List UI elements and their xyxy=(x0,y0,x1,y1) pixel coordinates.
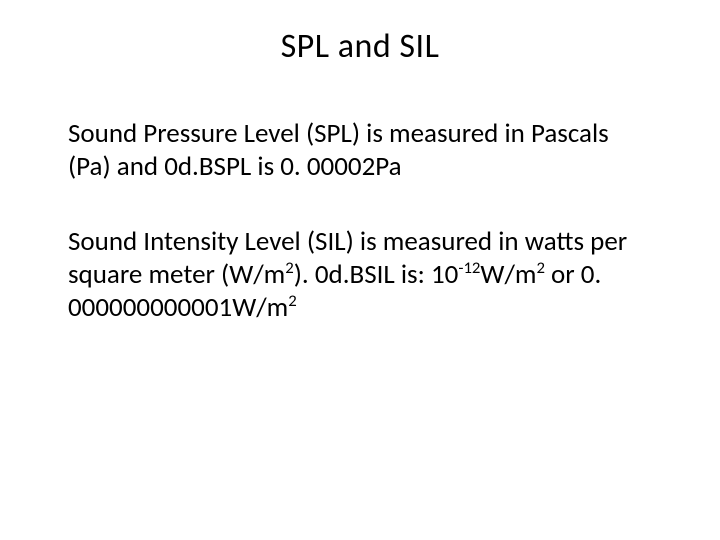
paragraph-spl: Sound Pressure Level (SPL) is measured i… xyxy=(68,118,652,184)
slide-title: SPL and SIL xyxy=(0,26,720,67)
slide-body: Sound Pressure Level (SPL) is measured i… xyxy=(68,118,652,367)
superscript-2a: 2 xyxy=(285,258,293,278)
paragraph-sil: Sound Intensity Level (SIL) is measured … xyxy=(68,226,652,325)
text-sil-b: ). 0d.BSIL is: 10 xyxy=(294,258,459,291)
superscript-2c: 2 xyxy=(288,291,296,311)
superscript-2b: 2 xyxy=(536,258,544,278)
superscript-neg12: -12 xyxy=(458,258,480,278)
text-sil-c: W/m xyxy=(480,258,536,291)
text-spl: Sound Pressure Level (SPL) is measured i… xyxy=(68,117,609,183)
slide: SPL and SIL Sound Pressure Level (SPL) i… xyxy=(0,0,720,540)
